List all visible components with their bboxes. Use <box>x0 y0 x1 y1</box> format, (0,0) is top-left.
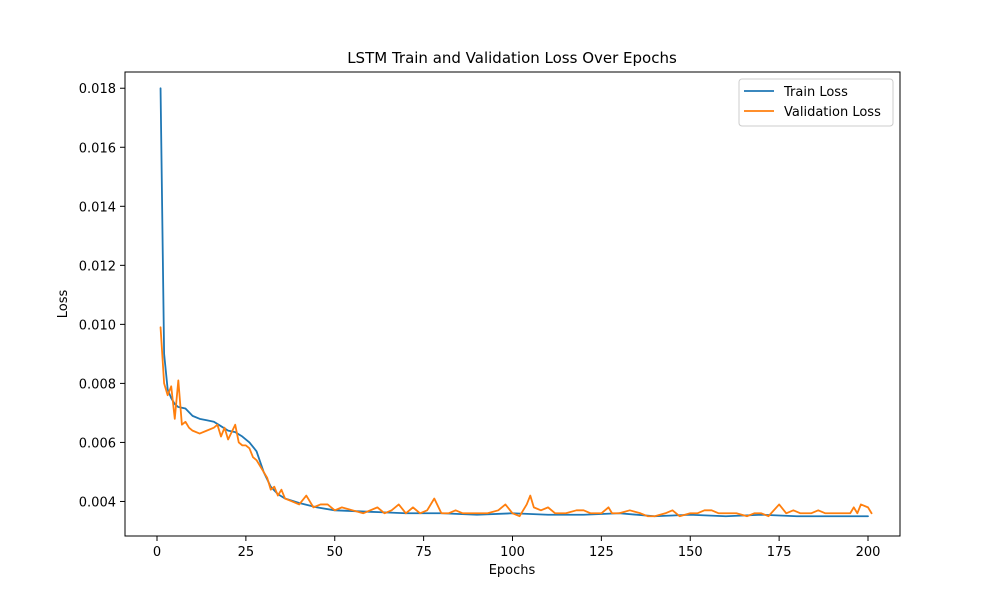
x-tick-label: 125 <box>589 545 614 560</box>
y-tick-label: 0.014 <box>79 200 116 215</box>
y-tick-label: 0.006 <box>79 436 116 451</box>
y-tick-label: 0.016 <box>79 141 116 156</box>
x-axis: 0 25 50 75 100 125 150 175 200 <box>153 536 881 560</box>
y-tick-label: 0.010 <box>79 318 116 333</box>
x-tick-label: 75 <box>415 545 432 560</box>
y-tick-label: 0.004 <box>79 495 116 510</box>
y-tick-label: 0.018 <box>79 82 116 97</box>
x-tick-label: 175 <box>767 545 792 560</box>
train-loss-line <box>159 87 869 518</box>
x-axis-label: Epochs <box>489 563 536 578</box>
validation-loss-line <box>159 326 873 518</box>
x-tick-label: 0 <box>153 545 161 560</box>
y-axis: 0.004 0.006 0.008 0.010 0.012 0.014 0.016 0.018 <box>79 82 125 510</box>
y-tick-label: 0.012 <box>79 259 116 274</box>
plot-frame <box>124 71 901 537</box>
legend-label-validation-loss: Validation Loss <box>784 105 881 120</box>
x-tick-label: 25 <box>238 545 255 560</box>
x-tick-label: 150 <box>678 545 703 560</box>
y-tick-label: 0.008 <box>79 377 116 392</box>
series-layer <box>159 87 873 518</box>
legend-label-train-loss: Train Loss <box>783 85 848 100</box>
x-tick-label: 200 <box>856 545 881 560</box>
legend-box <box>738 78 894 127</box>
y-axis-label: Loss <box>56 290 71 319</box>
x-tick-label: 50 <box>326 545 343 560</box>
x-tick-label: 100 <box>500 545 525 560</box>
legend: Train Loss Validation Loss <box>738 78 894 127</box>
chart-title: LSTM Train and Validation Loss Over Epoc… <box>347 49 677 67</box>
